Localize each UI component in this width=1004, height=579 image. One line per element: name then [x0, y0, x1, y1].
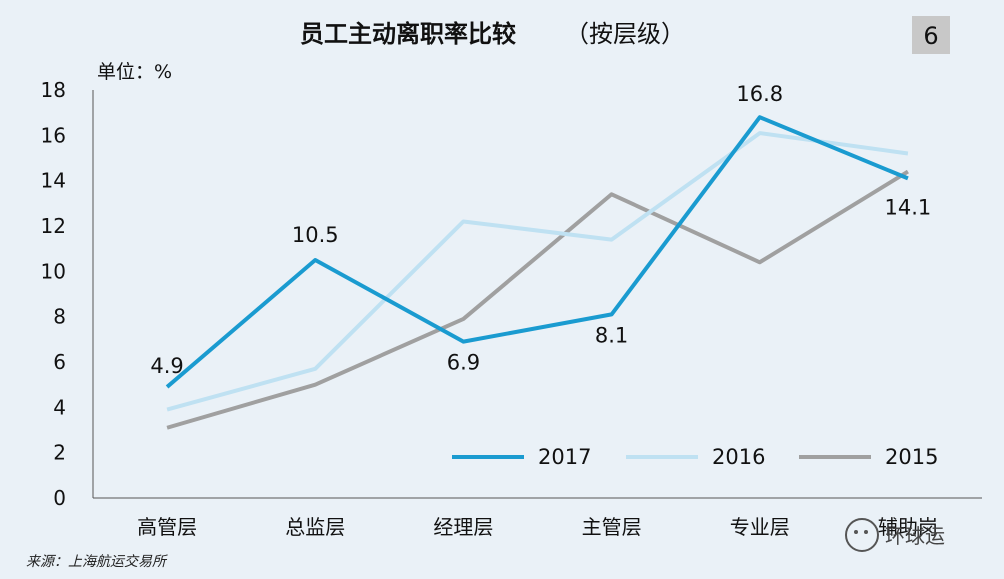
y-tick-label: 8 [53, 305, 66, 329]
x-tick-label: 高管层 [137, 515, 197, 539]
wechat-icon [845, 518, 879, 552]
data-label-2017: 10.5 [292, 223, 339, 247]
x-axis-ticks: 高管层 总监层 经理层 主管层 专业层 辅助岗 [137, 515, 938, 539]
data-label-2017: 6.9 [447, 351, 480, 375]
y-tick-label: 18 [41, 78, 66, 102]
data-label-2017: 4.9 [150, 354, 183, 378]
chart-title: 员工主动离职率比较 [300, 20, 516, 48]
unit-label: 单位：% [97, 61, 172, 83]
data-labels: 4.9 10.5 6.9 8.1 16.8 14.1 [150, 82, 931, 378]
y-tick-label: 10 [41, 259, 66, 283]
y-tick-label: 2 [53, 441, 66, 465]
data-label-2017: 16.8 [736, 82, 783, 106]
wechat-eye-left [854, 530, 858, 534]
page-badge-box [912, 16, 950, 54]
x-tick-label: 总监层 [285, 515, 345, 539]
series-line-2015 [166, 169, 909, 430]
series-lines [165, 115, 909, 430]
x-tick-label: 经理层 [433, 515, 493, 539]
y-tick-label: 4 [53, 395, 66, 419]
chart-title-suffix: （按层级） [565, 20, 685, 48]
legend: 2017 2016 2015 [452, 445, 938, 469]
legend-label-2017: 2017 [538, 445, 591, 469]
x-tick-label: 辅助岗 [878, 515, 938, 539]
series-line-2017 [165, 115, 909, 389]
x-tick-label: 专业层 [730, 515, 790, 539]
series-line-2016 [166, 131, 909, 412]
y-axis-ticks: 0 2 4 6 8 10 12 14 16 18 [41, 78, 66, 510]
legend-label-2016: 2016 [712, 445, 765, 469]
y-tick-label: 12 [41, 214, 66, 238]
x-tick-label: 主管层 [582, 515, 642, 539]
watermark: 环球运 [845, 518, 945, 552]
page-badge: 6 [923, 22, 938, 50]
y-tick-label: 16 [41, 123, 66, 147]
y-tick-label: 6 [53, 350, 66, 374]
wechat-eye-right [864, 530, 868, 534]
data-label-2017: 8.1 [595, 323, 628, 347]
source-note: 来源：上海航运交易所 [26, 554, 168, 570]
legend-label-2015: 2015 [885, 445, 938, 469]
y-tick-label: 14 [41, 169, 66, 193]
data-label-2017: 14.1 [885, 195, 932, 219]
watermark-text: 环球运 [885, 524, 945, 548]
y-tick-label: 0 [53, 486, 66, 510]
